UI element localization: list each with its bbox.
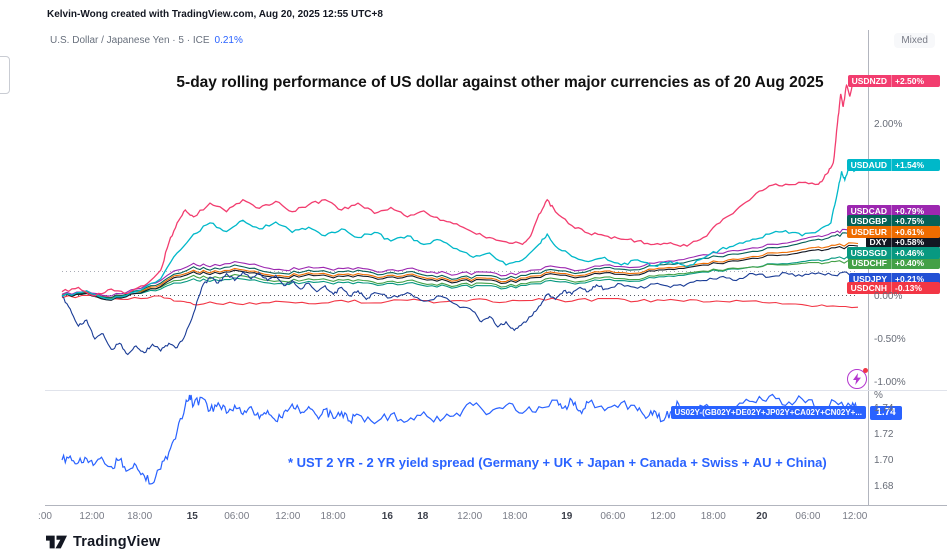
time-tick: 18:00 (502, 511, 528, 522)
series-USDCNH (61, 293, 859, 309)
price-label-value: -0.13% (891, 282, 940, 294)
price-label-USDSGD: USDSGD +0.46% (846, 247, 940, 259)
side-panel-stub[interactable] (0, 56, 10, 94)
series-USDJPY (61, 270, 859, 356)
price-label-value: +0.40% (891, 257, 940, 269)
price-label-value: +0.61% (891, 226, 940, 238)
time-tick: 12:00 (650, 511, 676, 522)
tradingview-logo-icon (46, 535, 67, 549)
time-tick: :00 (38, 511, 52, 522)
time-tick: 15 (186, 511, 198, 522)
price-label-symbol: USDSGD (850, 248, 887, 258)
price-tick: -1.00% (874, 377, 906, 388)
attribution-text: Kelvin-Wong created with TradingView.com… (47, 9, 383, 20)
price-label-value: +0.46% (891, 247, 940, 259)
series-DXY (61, 244, 859, 301)
price-label-value: +0.79% (891, 205, 940, 217)
chart-title: 5-day rolling performance of US dollar a… (176, 74, 824, 91)
spread-value-badge: 1.74 (870, 406, 902, 420)
footer-brand[interactable]: TradingView (46, 534, 160, 550)
time-tick: 18:00 (700, 511, 726, 522)
tradingview-wordmark: TradingView (73, 534, 161, 550)
price-tick: 0.00% (874, 291, 903, 302)
price-label-symbol: DXY (869, 237, 887, 247)
time-tick: 19 (561, 511, 573, 522)
spread-tick: 1.72 (874, 429, 894, 440)
spread-indicator-label: US02Y-(GB02Y+DE02Y+JP02Y+CA02Y+CN02Y+... (670, 406, 866, 419)
price-label-USDAUD: USDAUD +1.54% (846, 159, 940, 171)
spread-tick: 1.70 (874, 455, 894, 466)
time-tick: 12:00 (457, 511, 483, 522)
price-label-value: +1.54% (891, 159, 940, 171)
price-label-value: +0.75% (891, 215, 940, 227)
symbol-legend-text[interactable]: U.S. Dollar / Japanese Yen · 5 · ICE (50, 35, 210, 46)
price-label-symbol: USDCNH (850, 283, 887, 293)
time-tick: 06:00 (224, 511, 250, 522)
price-label-symbol: USDGBP (850, 216, 887, 226)
price-label-USDCAD: USDCAD +0.79% (846, 205, 940, 217)
series-USDAUD (61, 163, 859, 301)
price-label-symbol: USDNZD (851, 76, 887, 86)
market-status-badge[interactable]: Mixed (894, 33, 935, 48)
time-tick: 06:00 (600, 511, 626, 522)
series-USDNZD (61, 77, 859, 297)
price-label-value: +0.21% (891, 273, 940, 285)
time-tick: 12:00 (842, 511, 868, 522)
time-tick: 12:00 (275, 511, 301, 522)
price-label-USDNZD: USDNZD +2.50% (847, 75, 940, 87)
series-US02Y-(GB02Y+DE02Y+JP02Y+CA02Y+CN02Y+... (61, 393, 859, 485)
price-label-symbol: USDCHF (851, 258, 887, 268)
symbol-legend[interactable]: U.S. Dollar / Japanese Yen · 5 · ICE 0.2… (50, 35, 243, 46)
price-tick: -0.50% (874, 334, 906, 345)
time-tick: 12:00 (79, 511, 105, 522)
boost-lightning-icon[interactable] (847, 368, 868, 389)
spread-tick: 1.74 (874, 403, 894, 414)
time-tick: 16 (381, 511, 393, 522)
price-label-symbol: USDCAD (850, 206, 887, 216)
notification-dot (863, 368, 868, 373)
price-label-symbol: USDJPY (852, 274, 887, 284)
price-label-USDEUR: USDEUR +0.61% (847, 226, 940, 238)
price-label-value: +2.50% (891, 75, 940, 87)
price-tick: 2.00% (874, 119, 903, 130)
price-label-symbol: USDAUD (850, 160, 887, 170)
series-USDGBP (61, 230, 859, 299)
time-tick: 18:00 (127, 511, 153, 522)
series-USDCAD (61, 227, 859, 297)
price-label-USDCNH: USDCNH -0.13% (846, 282, 940, 294)
price-label-DXY: DXY +0.58% (865, 236, 940, 248)
spread-tick: % (874, 390, 883, 401)
symbol-change-value: 0.21% (214, 35, 243, 46)
yield-spread-annotation: * UST 2 YR - 2 YR yield spread (Germany … (288, 455, 827, 470)
spread-tick: 1.68 (874, 481, 894, 492)
lightning-bolt-icon (853, 373, 861, 385)
time-tick: 18:00 (320, 511, 346, 522)
series-USDSGD (61, 255, 859, 300)
series-USDEUR (61, 242, 859, 300)
time-tick: 06:00 (795, 511, 821, 522)
price-label-symbol: USDEUR (851, 227, 887, 237)
price-label-USDCHF: USDCHF +0.40% (847, 257, 940, 269)
time-tick: 18 (417, 511, 429, 522)
price-label-value: +0.58% (891, 236, 940, 248)
series-USDCHF (61, 259, 859, 299)
time-tick: 20 (756, 511, 768, 522)
price-label-USDGBP: USDGBP +0.75% (846, 215, 940, 227)
